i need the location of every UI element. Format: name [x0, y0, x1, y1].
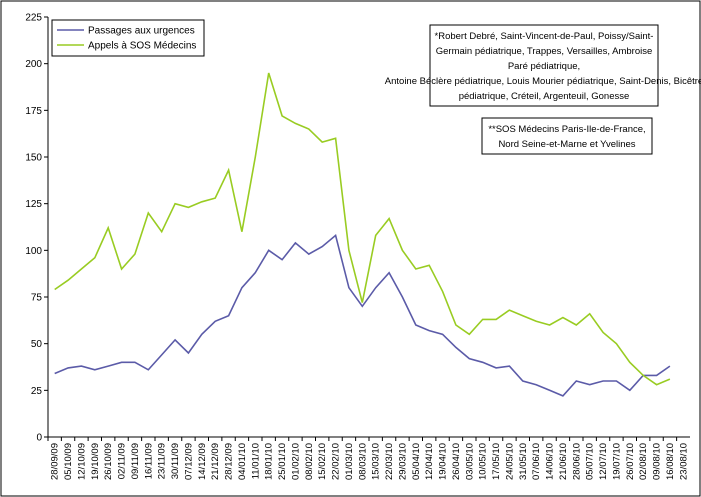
x-tick-label: 19/10/09 [90, 443, 101, 480]
y-tick-label: 200 [25, 59, 42, 70]
x-tick-label: 21/12/09 [210, 443, 221, 480]
x-tick-label: 07/12/09 [183, 443, 194, 480]
x-tick-label: 09/11/09 [130, 443, 141, 479]
x-tick-label: 19/07/10 [611, 443, 622, 480]
x-tick-label: 23/11/09 [157, 443, 168, 479]
x-tick-label: 19/04/10 [438, 443, 449, 480]
x-tick-label: 26/04/10 [451, 443, 462, 480]
y-tick-label: 225 [25, 13, 42, 24]
x-tick-label: 29/03/10 [397, 443, 408, 480]
x-tick-label: 28/09/09 [50, 443, 61, 480]
series-line [54, 233, 671, 397]
y-tick-label: 0 [36, 433, 42, 444]
x-tick-label: 09/08/10 [652, 443, 663, 480]
x-tick-label: 05/04/10 [411, 443, 422, 480]
y-tick-label: 150 [25, 153, 42, 164]
x-tick-label: 16/11/09 [143, 443, 154, 479]
legend-label: Appels à SOS Médecins [88, 41, 196, 52]
x-tick-label: 14/12/09 [197, 443, 208, 480]
x-tick-label: 11/01/10 [250, 443, 261, 479]
x-tick-label: 05/07/10 [585, 443, 596, 480]
annotation: *Robert Debré, Saint-Vincent-de-Paul, Po… [385, 31, 701, 102]
x-tick-label: 12/07/10 [598, 443, 609, 480]
x-tick-label: 21/06/10 [558, 443, 569, 480]
x-tick-label: 23/08/10 [678, 443, 689, 480]
x-tick-label: 10/05/10 [478, 443, 489, 480]
x-tick-label: 14/06/10 [545, 443, 556, 480]
x-tick-label: 15/02/10 [317, 443, 328, 480]
x-tick-label: 22/03/10 [384, 443, 395, 480]
x-tick-label: 28/06/10 [571, 443, 582, 480]
x-tick-label: 25/01/10 [277, 443, 288, 480]
x-tick-label: 08/02/10 [304, 443, 315, 480]
x-tick-label: 02/11/09 [117, 443, 128, 479]
x-tick-label: 12/04/10 [424, 443, 435, 480]
x-tick-label: 26/07/10 [625, 443, 636, 480]
x-tick-label: 30/11/09 [170, 443, 181, 479]
x-tick-label: 12/10/09 [76, 443, 87, 480]
x-tick-label: 03/05/10 [464, 443, 475, 480]
x-tick-label: 28/12/09 [224, 443, 235, 480]
x-tick-label: 15/03/10 [371, 443, 382, 480]
y-tick-label: 100 [25, 246, 42, 257]
x-tick-label: 04/01/10 [237, 443, 248, 480]
x-tick-label: 16/08/10 [665, 443, 676, 480]
legend-label: Passages aux urgences [88, 26, 195, 37]
x-tick-label: 31/05/10 [518, 443, 529, 480]
x-tick-label: 08/03/10 [357, 443, 368, 480]
y-tick-label: 75 [31, 293, 43, 304]
y-tick-label: 50 [31, 339, 43, 350]
x-tick-label: 24/05/10 [504, 443, 515, 480]
x-tick-label: 26/10/09 [103, 443, 114, 480]
annotation-box [429, 24, 659, 107]
legend-box [51, 19, 205, 57]
y-tick-label: 25 [31, 386, 43, 397]
x-tick-label: 01/02/10 [290, 443, 301, 480]
x-tick-label: 22/02/10 [331, 443, 342, 480]
x-tick-label: 18/01/10 [264, 443, 275, 480]
x-tick-label: 07/06/10 [531, 443, 542, 480]
x-tick-label: 02/08/10 [638, 443, 649, 480]
annotation: **SOS Médecins Paris-Ile-de-France, Nord … [488, 124, 645, 150]
y-tick-label: 125 [25, 199, 42, 210]
series-line [54, 72, 671, 386]
x-tick-label: 17/05/10 [491, 443, 502, 480]
x-tick-label: 05/10/09 [63, 443, 74, 480]
x-tick-label: 01/03/10 [344, 443, 355, 480]
y-tick-label: 175 [25, 106, 42, 117]
annotation-box [481, 117, 653, 155]
